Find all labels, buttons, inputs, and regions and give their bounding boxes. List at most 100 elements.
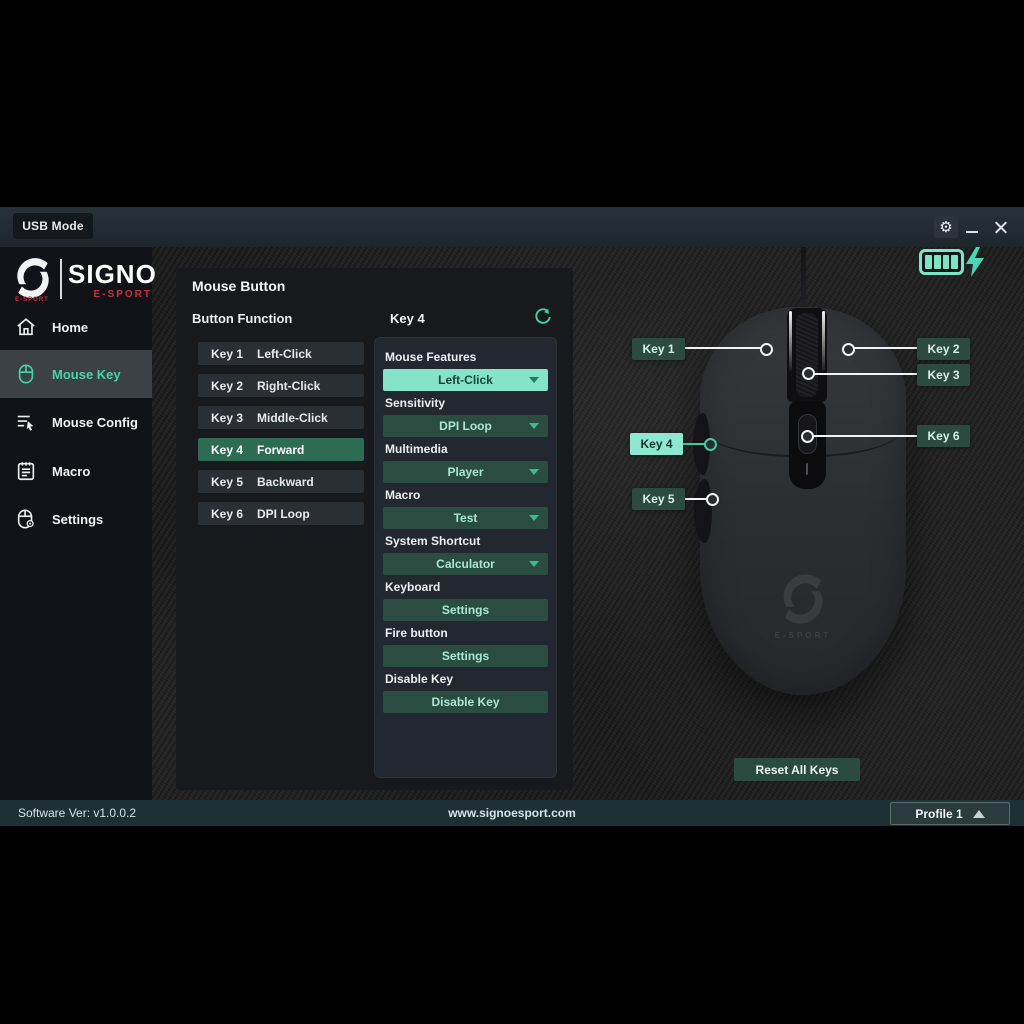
website-link: www.signoesport.com [448, 806, 576, 820]
brand-logo: E-SPORT SIGNO E-SPORT [8, 255, 156, 307]
chevron-down-icon [529, 561, 539, 567]
sidebar-item-label: Macro [52, 463, 91, 479]
disable-key-button[interactable]: Disable Key [383, 691, 548, 713]
profile-selector[interactable]: Profile 1 [890, 802, 1010, 825]
button-label: Settings [441, 603, 490, 617]
key-panel-title: Key 4 [390, 311, 425, 326]
key3-dot [802, 367, 815, 380]
sidebar-item-label: Home [52, 319, 89, 335]
wheel-highlight [822, 311, 825, 371]
battery-bar [925, 255, 932, 269]
key4-line [683, 443, 706, 445]
reset-all-keys-button[interactable]: Reset All Keys [734, 758, 860, 781]
charging-bolt-icon [964, 247, 986, 277]
battery-bar [933, 255, 941, 269]
key5-dot [706, 493, 719, 506]
mouse-cable [801, 247, 806, 311]
key-row-2[interactable]: Key 2 Right-Click [198, 374, 364, 397]
brand-name: SIGNO [68, 259, 157, 289]
sidebar-item-macro[interactable]: Macro [0, 453, 152, 489]
macro-dropdown[interactable]: Test [383, 507, 548, 529]
dropdown-value: DPI Loop [439, 419, 492, 433]
section-label: Disable Key [385, 672, 454, 686]
usb-mode-tab[interactable]: USB Mode [13, 213, 93, 239]
triangle-up-icon [972, 809, 985, 818]
close-button[interactable] [988, 216, 1012, 238]
mouse-label-key6: Key 6 [917, 425, 970, 447]
chevron-down-icon [529, 515, 539, 521]
mouse-body-caption: E-SPORT [774, 631, 832, 640]
battery-bar [942, 255, 950, 269]
key-row-function: Middle-Click [257, 410, 328, 425]
sensitivity-dropdown[interactable]: DPI Loop [383, 415, 548, 437]
scroll-wheel [796, 313, 818, 397]
fire-button-settings-button[interactable]: Settings [383, 645, 548, 667]
sidebar-item-label: Settings [52, 511, 104, 527]
home-icon [14, 315, 38, 339]
sidebar-item-label: Mouse Config [52, 414, 138, 430]
key1-line [684, 347, 761, 349]
close-icon [994, 221, 1007, 234]
refresh-icon[interactable] [534, 308, 552, 326]
statusbar: Software Ver: v1.0.0.2 www.signoesport.c… [0, 800, 1024, 826]
mouse-body-logo-icon [775, 573, 831, 625]
section-label: System Shortcut [385, 534, 481, 548]
mouse-label-key1: Key 1 [632, 338, 685, 360]
battery-bar [951, 255, 958, 269]
sidebar-item-home[interactable]: Home [0, 309, 152, 345]
key2-dot [842, 343, 855, 356]
dropdown-value: Calculator [436, 557, 495, 571]
section-label: Mouse Features [385, 350, 477, 364]
dpi-indicator [806, 463, 808, 475]
key-row-key: Key 3 [211, 410, 244, 425]
workspace: E-SPORT SIGNO E-SPORT Home [0, 247, 1024, 800]
mouse-features-dropdown[interactable]: Left-Click [383, 369, 548, 391]
key-row-3[interactable]: Key 3 Middle-Click [198, 406, 364, 429]
key-row-key: Key 6 [211, 506, 244, 521]
mouse-label-key2: Key 2 [917, 338, 970, 360]
mouse-label-key4-highlighted: Key 4 [630, 433, 683, 455]
sidebar-item-settings[interactable]: Settings [0, 501, 152, 537]
minimize-button[interactable] [960, 216, 984, 238]
key1-dot [760, 343, 773, 356]
key-row-1[interactable]: Key 1 Left-Click [198, 342, 364, 365]
chevron-down-icon [529, 377, 539, 383]
brand-glyph-caption: E-SPORT [15, 297, 49, 303]
key5-line [685, 498, 707, 500]
key-row-function: Forward [257, 442, 305, 457]
key4-dot [704, 438, 717, 451]
section-label: Sensitivity [385, 396, 446, 410]
key-row-6[interactable]: Key 6 DPI Loop [198, 502, 364, 525]
key6-dot [801, 430, 814, 443]
key-row-function: Left-Click [257, 346, 312, 361]
key-row-key: Key 5 [211, 474, 244, 489]
settings-gear-button[interactable]: ⚙ [934, 216, 958, 238]
keyboard-settings-button[interactable]: Settings [383, 599, 548, 621]
key-row-function: Backward [257, 474, 314, 489]
sidebar: E-SPORT SIGNO E-SPORT Home [0, 247, 156, 800]
macro-icon [14, 459, 38, 483]
titlebar: USB Mode ⚙ [0, 207, 1024, 247]
sidebar-item-label: Mouse Key [52, 366, 121, 382]
dropdown-value: Left-Click [438, 373, 493, 387]
sidebar-item-mouse-key[interactable]: Mouse Key [0, 356, 152, 392]
key-row-4-selected[interactable]: Key 4 Forward [198, 438, 364, 461]
key2-line [851, 347, 917, 349]
mouse-button-panel: Mouse Button Button Function Key 1 Left-… [176, 268, 573, 790]
settings-mouse-icon [14, 507, 38, 531]
scroll-wheel-housing [787, 308, 827, 402]
dropdown-value: Test [453, 511, 478, 525]
chevron-down-icon [529, 469, 539, 475]
sidebar-item-mouse-config[interactable]: Mouse Config [0, 404, 152, 440]
multimedia-dropdown[interactable]: Player [383, 461, 548, 483]
system-shortcut-dropdown[interactable]: Calculator [383, 553, 548, 575]
brand-divider [60, 259, 62, 299]
mouse-label-key3: Key 3 [917, 364, 970, 386]
key-row-key: Key 4 [211, 442, 244, 457]
sidebar-active-highlight [0, 350, 152, 398]
brand-subtitle: E-SPORT [93, 289, 152, 300]
key-row-5[interactable]: Key 5 Backward [198, 470, 364, 493]
section-label: Multimedia [385, 442, 448, 456]
key-row-key: Key 2 [211, 378, 244, 393]
wheel-highlight [789, 311, 792, 371]
